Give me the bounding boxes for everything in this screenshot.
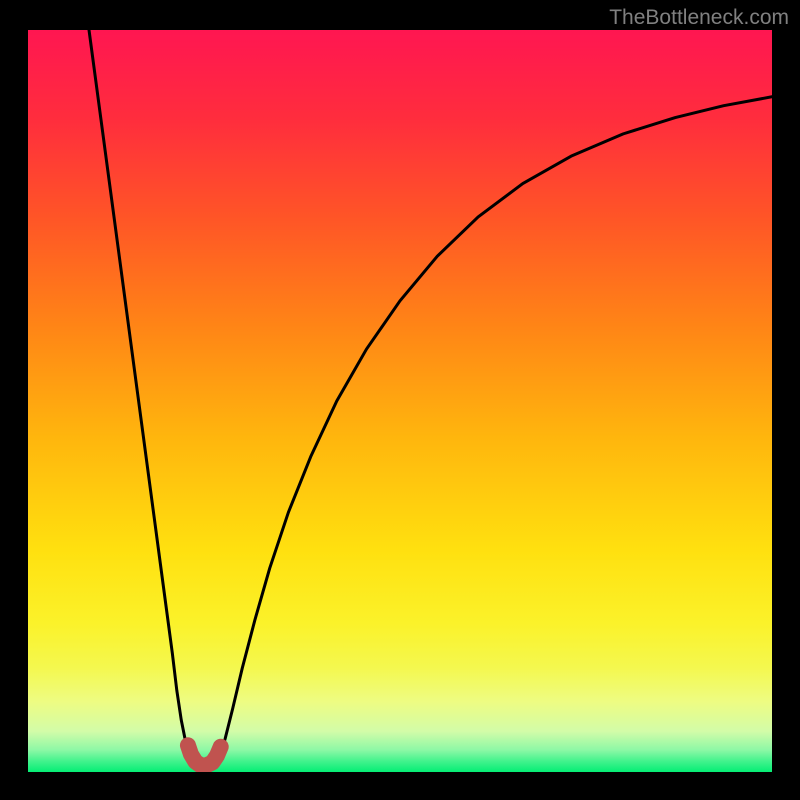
- plot-area: [28, 30, 772, 772]
- plot-svg: [28, 30, 772, 772]
- watermark-text: TheBottleneck.com: [609, 6, 789, 30]
